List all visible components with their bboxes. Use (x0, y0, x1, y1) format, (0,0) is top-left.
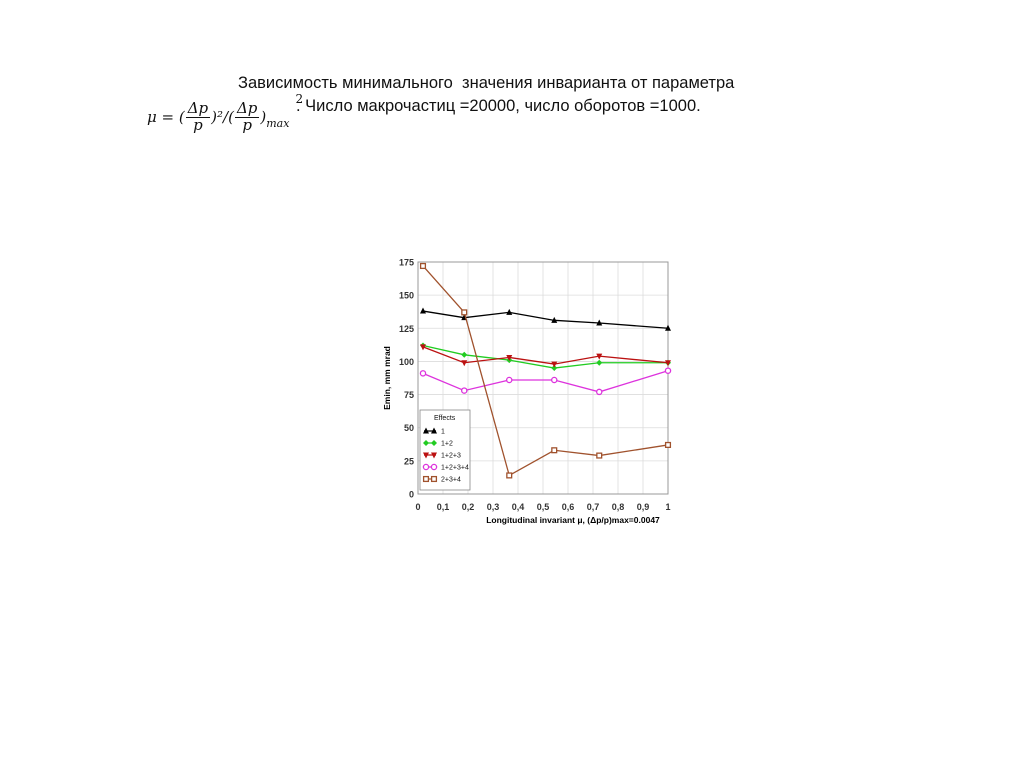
chart-legend: Effects 1 1+2 1+2+3 1+2+3+4 2+3+4 (419, 409, 471, 491)
formula-close: ) (260, 108, 267, 126)
series-marker (420, 344, 426, 351)
series-marker (461, 351, 468, 358)
x-tick-label: 0 (415, 502, 420, 512)
series-marker (423, 452, 429, 459)
x-tick-label: 0,9 (637, 502, 650, 512)
formula-fraction-2: Δp p (234, 98, 260, 134)
x-tick-label: 0,3 (487, 502, 500, 512)
legend-item: 1+2 (423, 440, 453, 448)
series-marker (551, 447, 558, 454)
x-tick-label: 0,7 (587, 502, 600, 512)
x-axis-label: Longitudinal invariant μ, (Δp/p)max=0.00… (486, 515, 660, 525)
formula-den-1: p (193, 115, 203, 134)
series-marker (551, 361, 558, 368)
series-marker (430, 475, 438, 483)
x-tick-label: 0,5 (537, 502, 550, 512)
y-tick-label: 125 (399, 324, 414, 334)
legend-label: 1 (441, 429, 445, 436)
series-line (422, 344, 668, 369)
series-marker (665, 324, 671, 331)
x-tick-label: 0,6 (562, 502, 575, 512)
y-tick-label: 0 (409, 490, 414, 500)
y-tick-label: 100 (399, 357, 414, 367)
series-marker (664, 367, 672, 374)
series-marker (551, 365, 558, 372)
series-marker (596, 452, 603, 459)
series-marker (596, 353, 603, 360)
series-marker (422, 463, 430, 471)
legend-label: 2+3+4 (441, 477, 461, 484)
chart-series (419, 262, 672, 479)
plot-area-frame (417, 261, 669, 495)
y-tick-label: 75 (404, 390, 414, 400)
series-line (422, 346, 669, 365)
series-marker (506, 472, 513, 479)
series-marker (461, 309, 468, 316)
slide-title-line2: . Число макрочастиц =20000, число оборот… (296, 97, 701, 115)
series-marker (431, 440, 437, 446)
y-tick-label: 25 (404, 456, 414, 466)
legend-label: 1+2 (441, 441, 453, 448)
series-marker (551, 316, 558, 323)
series-line (422, 310, 669, 329)
formula-fraction-1: Δp p (185, 98, 211, 134)
formula-superscript: 2 (295, 92, 304, 106)
y-tick-label: 150 (399, 291, 414, 301)
series-2-3-4 (419, 262, 672, 479)
series-marker (422, 475, 430, 483)
series-marker (506, 354, 513, 361)
series-marker (596, 319, 603, 326)
x-tick-label: 0,8 (612, 502, 625, 512)
series-marker (664, 441, 672, 448)
x-tick-label: 1 (665, 502, 670, 512)
formula-lhs: μ = ( (147, 108, 185, 126)
mu-formula: μ = ( Δp p )²/( Δp p ) max 2 (147, 92, 304, 141)
x-tick-label: 0,2 (462, 502, 475, 512)
series-marker (505, 376, 513, 384)
series-marker (550, 376, 558, 384)
legend-label: 1+2+3 (441, 453, 461, 460)
formula-max-subscript: max (266, 116, 290, 130)
series-marker (506, 308, 513, 315)
series-marker (419, 370, 427, 377)
slide-title-line1: Зависимость минимального значения инвари… (238, 74, 735, 92)
formula-mid: )²/( (211, 108, 234, 126)
legend-item: 2+3+4 (422, 475, 461, 484)
series-marker (430, 463, 438, 471)
series-marker (461, 360, 468, 367)
axis-ticks: 0 0,1 0,2 0,3 0,4 0,5 0,6 0,7 0,8 0,9 1 0 25 50 75 100 1… (399, 258, 671, 513)
series-marker (420, 307, 426, 314)
series-marker (431, 452, 437, 459)
series-1-2-3-4 (419, 367, 672, 396)
formula-num-2: Δp (234, 98, 260, 118)
formula-den-2: p (242, 115, 252, 134)
series-marker (423, 440, 429, 446)
series-line (422, 265, 669, 477)
y-tick-label: 175 (399, 258, 414, 268)
series-marker (595, 388, 603, 396)
y-axis-label: Emin, mm mrad (382, 346, 392, 410)
series-1-2-3 (420, 344, 671, 368)
y-tick-label: 50 (404, 423, 414, 433)
series-marker (419, 262, 427, 270)
series-1 (420, 307, 671, 331)
emin-line-chart: 0 0,1 0,2 0,3 0,4 0,5 0,6 0,7 0,8 0,9 1 0 25 50 75 100 1… (382, 258, 672, 525)
x-tick-label: 0,1 (437, 502, 450, 512)
series-marker (461, 387, 468, 394)
series-marker (596, 359, 603, 366)
series-marker (431, 427, 437, 434)
series-marker (423, 427, 429, 434)
legend-item: 1+2+3 (423, 452, 461, 460)
series-marker (665, 360, 671, 367)
series-1-2 (420, 342, 671, 372)
legend-item: 1+2+3+4 (422, 463, 469, 472)
legend-item: 1 (423, 427, 445, 436)
series-line (422, 370, 669, 393)
legend-label: 1+2+3+4 (441, 465, 469, 472)
formula-num-1: Δp (185, 98, 211, 118)
x-tick-label: 0,4 (512, 502, 525, 512)
legend-title: Effects (434, 415, 456, 422)
